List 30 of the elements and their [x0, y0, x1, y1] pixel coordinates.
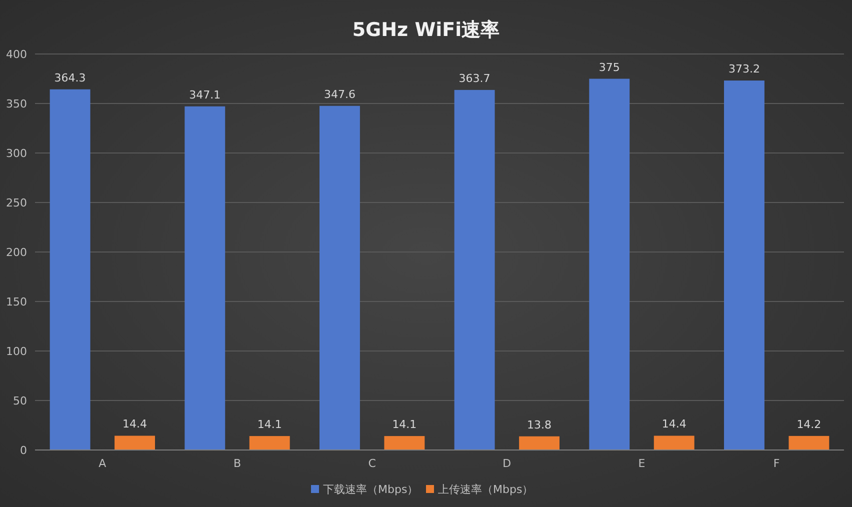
y-tick-label: 300 [6, 146, 27, 160]
x-tick-label: C [368, 457, 376, 470]
x-tick-label: A [98, 457, 107, 470]
y-tick-label: 200 [6, 246, 27, 259]
y-tick-label: 0 [20, 444, 27, 457]
x-tick-label: E [638, 457, 646, 470]
data-label: 14.1 [392, 418, 417, 432]
data-label: 14.2 [796, 418, 822, 431]
x-tick-label: D [502, 457, 512, 470]
y-tick-label: 400 [6, 48, 27, 61]
chart-title: 5GHz WiFi速率 [352, 19, 500, 41]
y-tick-label: 150 [6, 295, 27, 308]
data-label: 373.2 [728, 62, 760, 76]
data-label: 14.4 [122, 418, 148, 431]
data-label: 14.4 [662, 418, 686, 431]
y-tick-label: 50 [13, 394, 27, 408]
y-tick-label: 350 [6, 97, 27, 110]
data-label: 363.7 [458, 72, 490, 85]
legend-label: 上传速率（Mbps） [438, 483, 534, 496]
data-label: 14.1 [257, 418, 282, 432]
data-label: 364.3 [54, 71, 86, 84]
y-tick-label: 250 [6, 196, 27, 210]
x-tick-label: F [773, 457, 780, 470]
y-tick-label: 100 [6, 344, 27, 358]
data-label: 13.8 [527, 418, 552, 432]
data-label: 347.6 [324, 88, 356, 101]
data-label: 347.1 [189, 88, 221, 102]
data-label: 375 [598, 60, 620, 74]
x-tick-label: B [233, 457, 242, 470]
legend-label: 下载速率（Mbps） [323, 483, 418, 496]
